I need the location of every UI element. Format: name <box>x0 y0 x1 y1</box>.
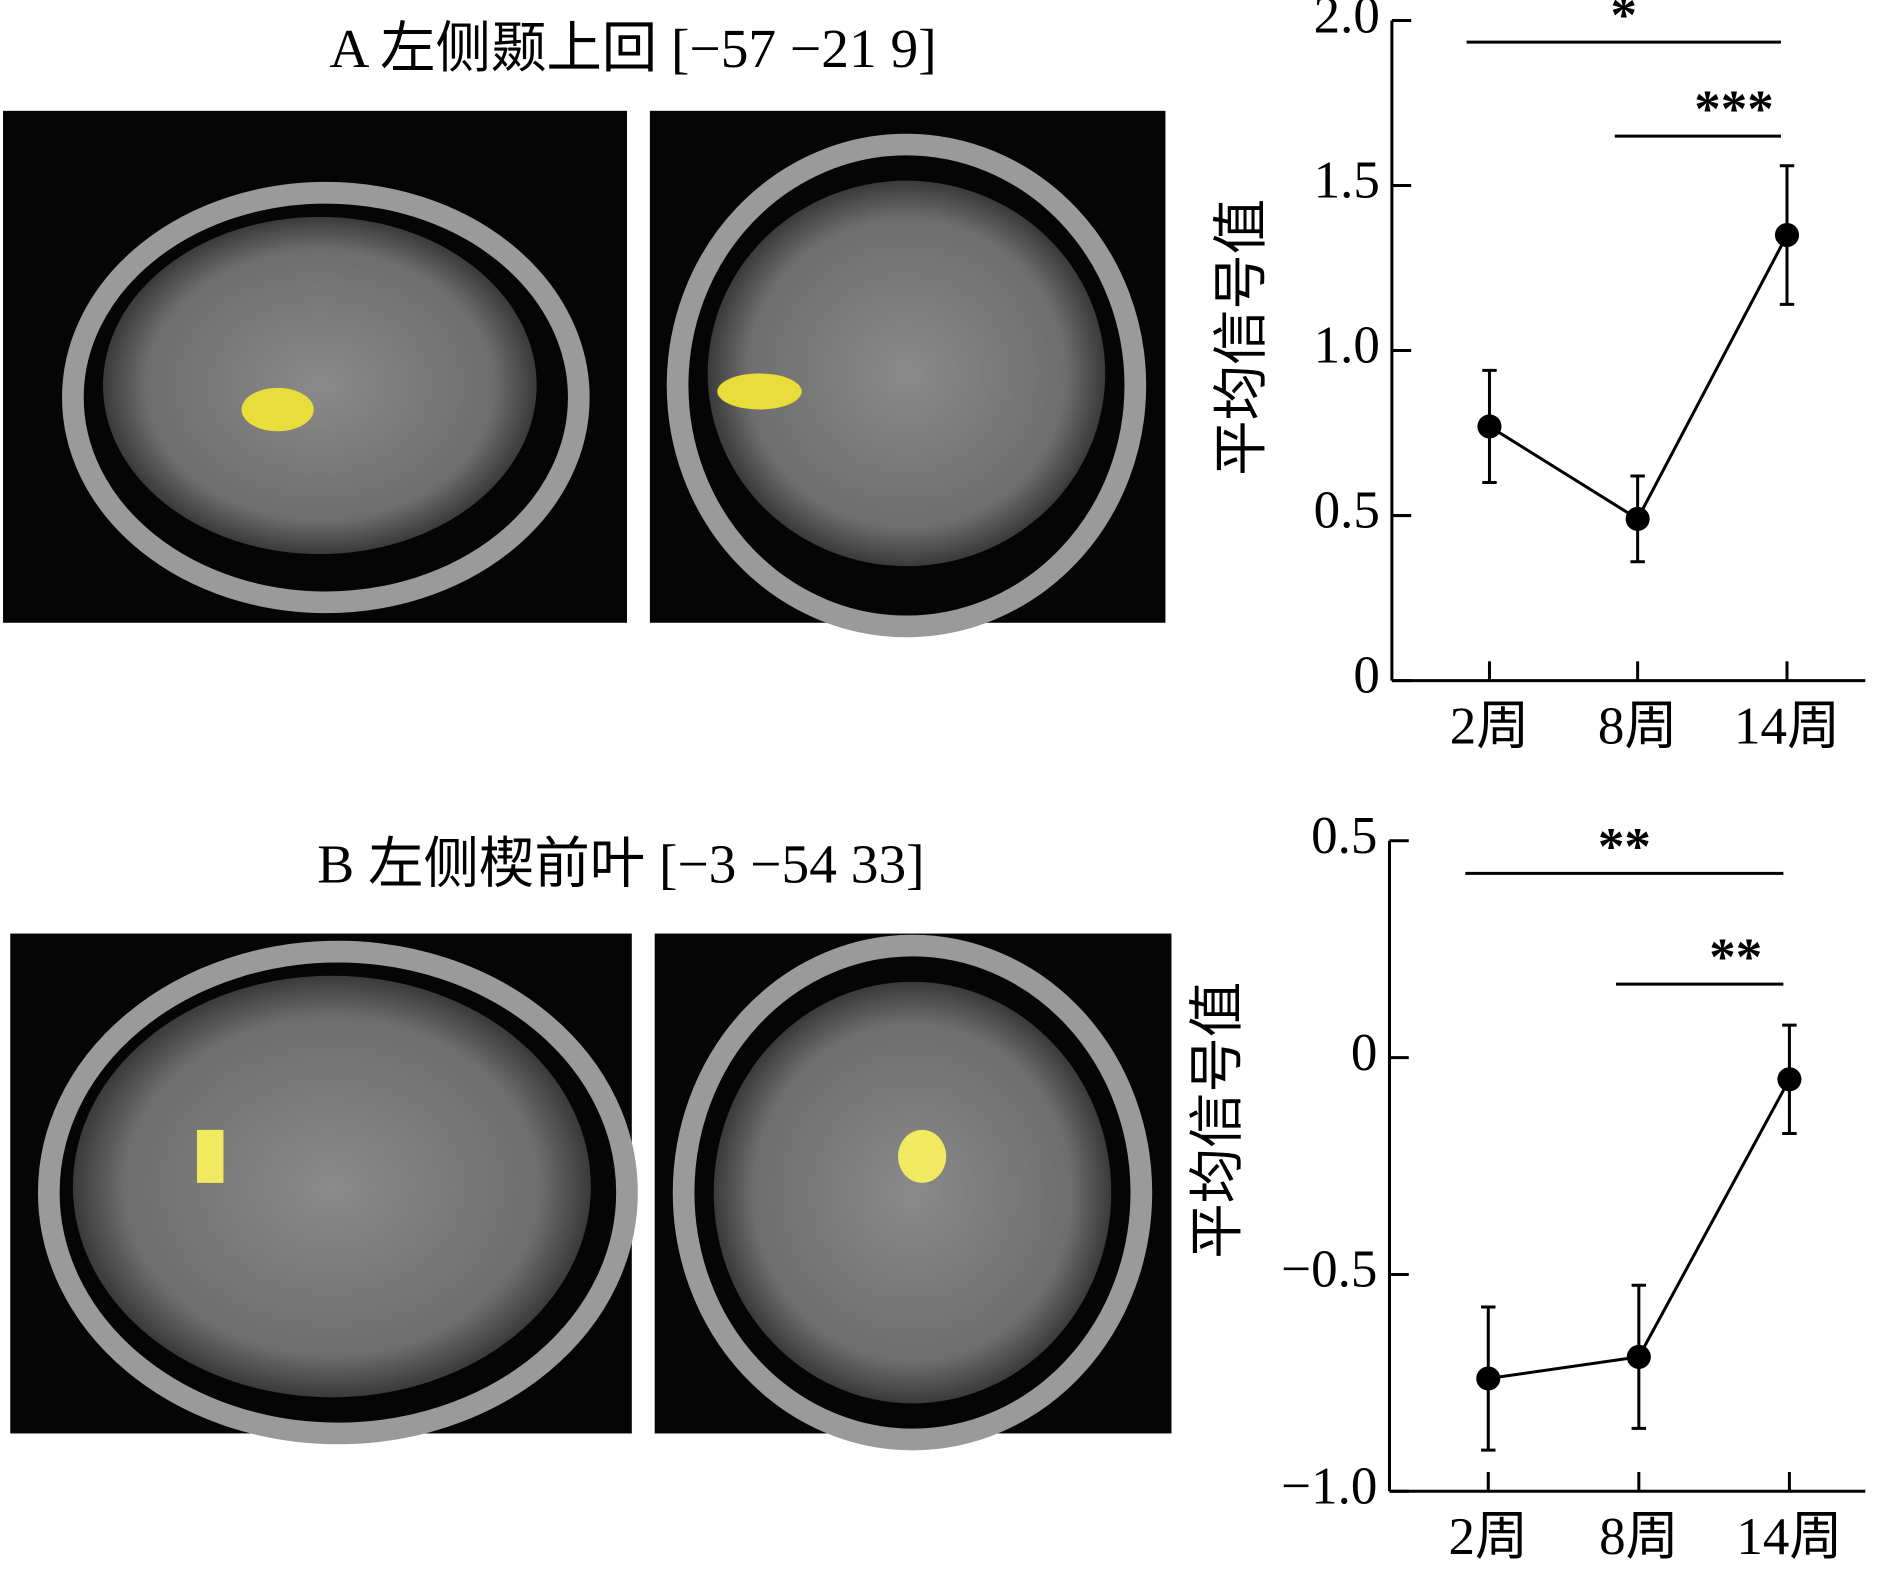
skull <box>666 133 1147 638</box>
y-axis-label: 平均信号值 <box>1211 199 1272 476</box>
data-point <box>1774 222 1800 248</box>
y-tick-label: −1.0 <box>1281 1457 1377 1515</box>
y-tick-label: −0.5 <box>1281 1241 1377 1299</box>
skull <box>37 940 638 1445</box>
panel-title: A 左侧颞上回 [−57 −21 9] <box>329 18 936 79</box>
y-tick-label: 2.0 <box>1314 0 1380 45</box>
x-tick-label: 14周 <box>1736 1508 1842 1566</box>
y-tick-label: 0.5 <box>1314 482 1380 540</box>
y-tick-label: 0 <box>1353 647 1380 705</box>
significance-label: ** <box>1709 929 1762 987</box>
x-tick-label: 2周 <box>1450 697 1530 755</box>
brain <box>102 216 537 555</box>
skull <box>672 934 1153 1451</box>
activation <box>898 1129 947 1183</box>
data-point <box>1625 506 1650 531</box>
significance-label: *** <box>1694 81 1774 139</box>
activation <box>196 1129 224 1183</box>
brain-images-a <box>3 110 1166 638</box>
brain <box>713 981 1112 1404</box>
y-tick-label: 0 <box>1351 1024 1378 1082</box>
x-tick-label: 8周 <box>1598 697 1677 755</box>
data-point <box>1626 1344 1651 1369</box>
y-tick-label: 1.5 <box>1314 152 1380 210</box>
brain-images-b <box>10 933 1172 1451</box>
x-tick-label: 14周 <box>1734 697 1840 755</box>
x-tick-label: 2周 <box>1449 1508 1529 1566</box>
panel-title: B 左侧楔前叶 [−3 −54 33] <box>317 833 924 894</box>
data-point <box>1476 1366 1501 1391</box>
data-point <box>1477 414 1502 439</box>
brain <box>72 975 591 1398</box>
activation <box>241 387 314 432</box>
data-point <box>1777 1067 1802 1092</box>
significance-label: ** <box>1598 818 1651 876</box>
y-tick-label: 1.0 <box>1314 317 1380 375</box>
y-tick-label: 0.5 <box>1311 807 1377 865</box>
x-tick-label: 8周 <box>1599 1508 1679 1566</box>
y-axis-label: 平均信号值 <box>1187 982 1248 1259</box>
significance-label: * <box>1611 0 1638 45</box>
brain <box>707 180 1106 567</box>
activation <box>717 373 802 410</box>
skull <box>62 181 590 614</box>
